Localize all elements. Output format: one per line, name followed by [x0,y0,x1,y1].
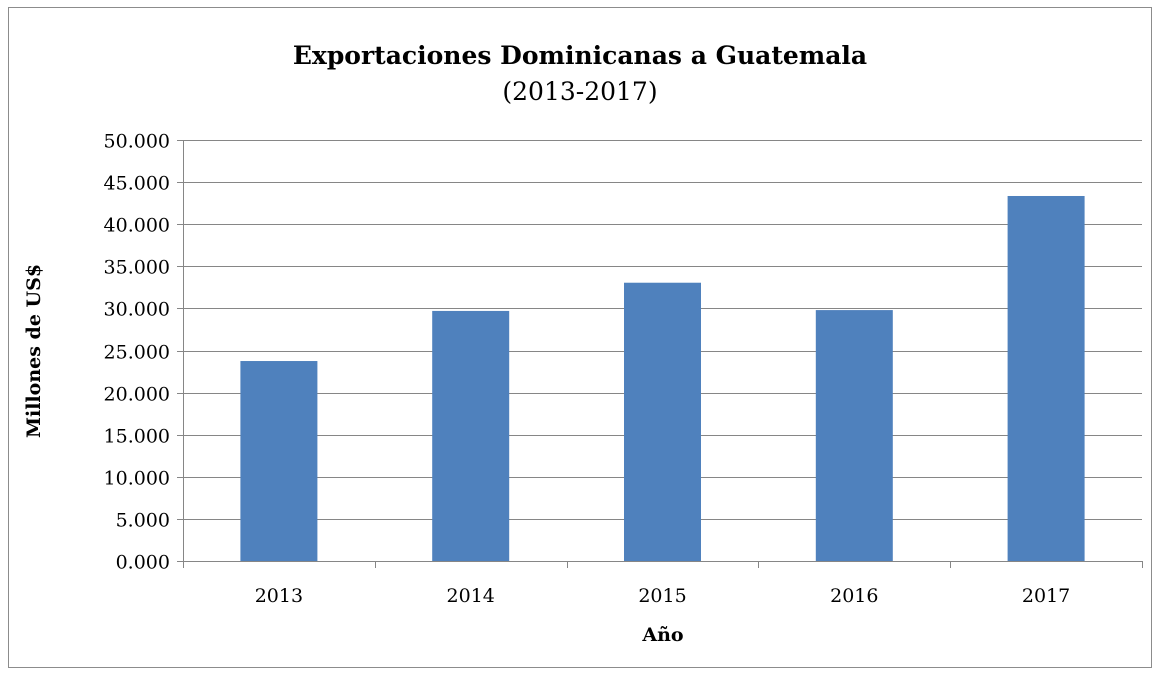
y-tick-label: 30.000 [104,299,170,321]
x-axis-title: Año [641,624,683,646]
y-tick-label: 5.000 [116,510,170,532]
x-tick-label: 2017 [1022,585,1070,607]
y-tick-label: 35.000 [104,257,170,279]
chart-frame [8,7,1152,668]
y-tick-labels: 0.000 5.000 10.000 15.000 20.000 25.000 30.000… [104,131,170,574]
bar-2017 [1007,195,1085,562]
x-tick-label: 2014 [447,585,495,607]
y-tick-label: 20.000 [104,384,170,406]
y-tick-label: 15.000 [104,426,170,448]
y-tick-label: 25.000 [104,342,170,364]
y-tick-label: 0.000 [116,552,170,574]
axes [177,140,1143,568]
x-tick-label: 2016 [830,585,878,607]
y-tick-label: 10.000 [104,468,170,490]
y-tick-label: 45.000 [104,173,170,195]
bars [240,195,1085,562]
bar-2016 [815,310,893,561]
y-tick-label: 40.000 [104,215,170,237]
y-tick-label: 50.000 [104,131,170,153]
bar-2013 [240,361,318,561]
x-tick-labels: 2013 2014 2015 2016 2017 [255,585,1071,607]
bar-2014 [432,310,510,561]
y-axis-title: Millones de US$ [23,264,45,438]
bar-2015 [624,282,701,561]
chart-title: Exportaciones Dominicanas a Guatemala [292,41,868,70]
x-tick-label: 2013 [255,585,303,607]
x-tick-label: 2015 [638,585,686,607]
chart-subtitle: (2013-2017) [502,77,658,106]
